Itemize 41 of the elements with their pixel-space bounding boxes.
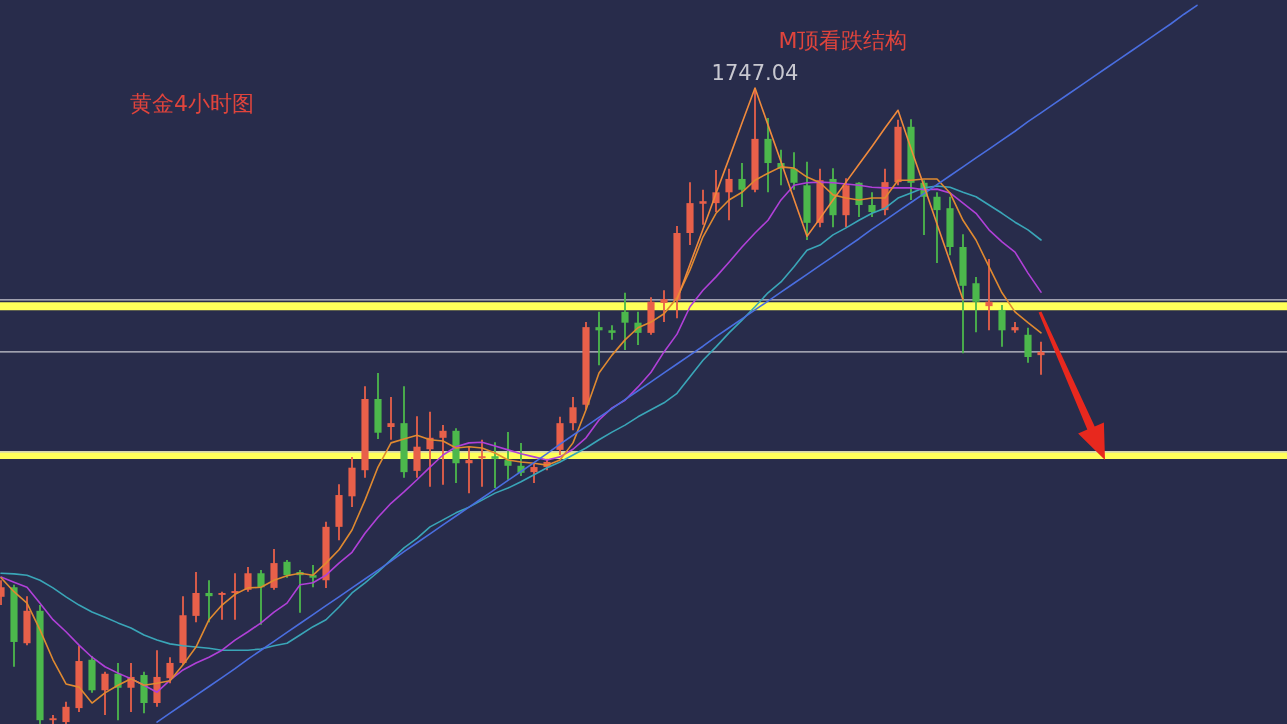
candlestick	[166, 656, 174, 685]
candlestick	[205, 579, 213, 624]
candlestick	[608, 324, 616, 341]
candlestick	[192, 571, 200, 624]
candlestick	[387, 396, 395, 441]
candlestick	[49, 714, 57, 724]
candlestick	[790, 151, 798, 191]
candlestick	[426, 410, 434, 488]
candlestick	[1037, 340, 1045, 376]
candlestick	[127, 662, 135, 713]
candlestick	[465, 445, 473, 495]
candlestick	[257, 569, 265, 626]
candlestick	[309, 564, 317, 589]
candlestick	[595, 310, 603, 367]
candlestick	[114, 662, 122, 722]
text: M顶看跌结构	[778, 28, 908, 53]
candlestick	[218, 590, 226, 621]
candlestick	[725, 167, 733, 222]
candlestick	[933, 191, 941, 264]
candlestick	[231, 572, 239, 621]
candlestick	[1024, 326, 1032, 364]
candlestick	[569, 396, 577, 432]
candlestick	[998, 303, 1006, 348]
candlestick	[699, 188, 707, 226]
candlestick	[530, 462, 538, 484]
candlestick	[972, 275, 980, 334]
annotation: 1747.04	[711, 61, 799, 85]
candlestick	[478, 438, 486, 488]
candlestick	[101, 670, 109, 716]
candlestick	[504, 431, 512, 481]
candlestick	[439, 424, 447, 486]
chart-title: 黄金4小时图	[130, 91, 254, 116]
candlestick	[621, 291, 629, 351]
candlestick	[244, 566, 252, 593]
candlestick	[660, 289, 668, 323]
candlestick	[985, 258, 993, 332]
candlestick	[62, 700, 70, 724]
candlestick	[517, 441, 525, 477]
candlestick	[868, 191, 876, 219]
candlestick	[491, 441, 499, 489]
candlestick	[738, 162, 746, 208]
